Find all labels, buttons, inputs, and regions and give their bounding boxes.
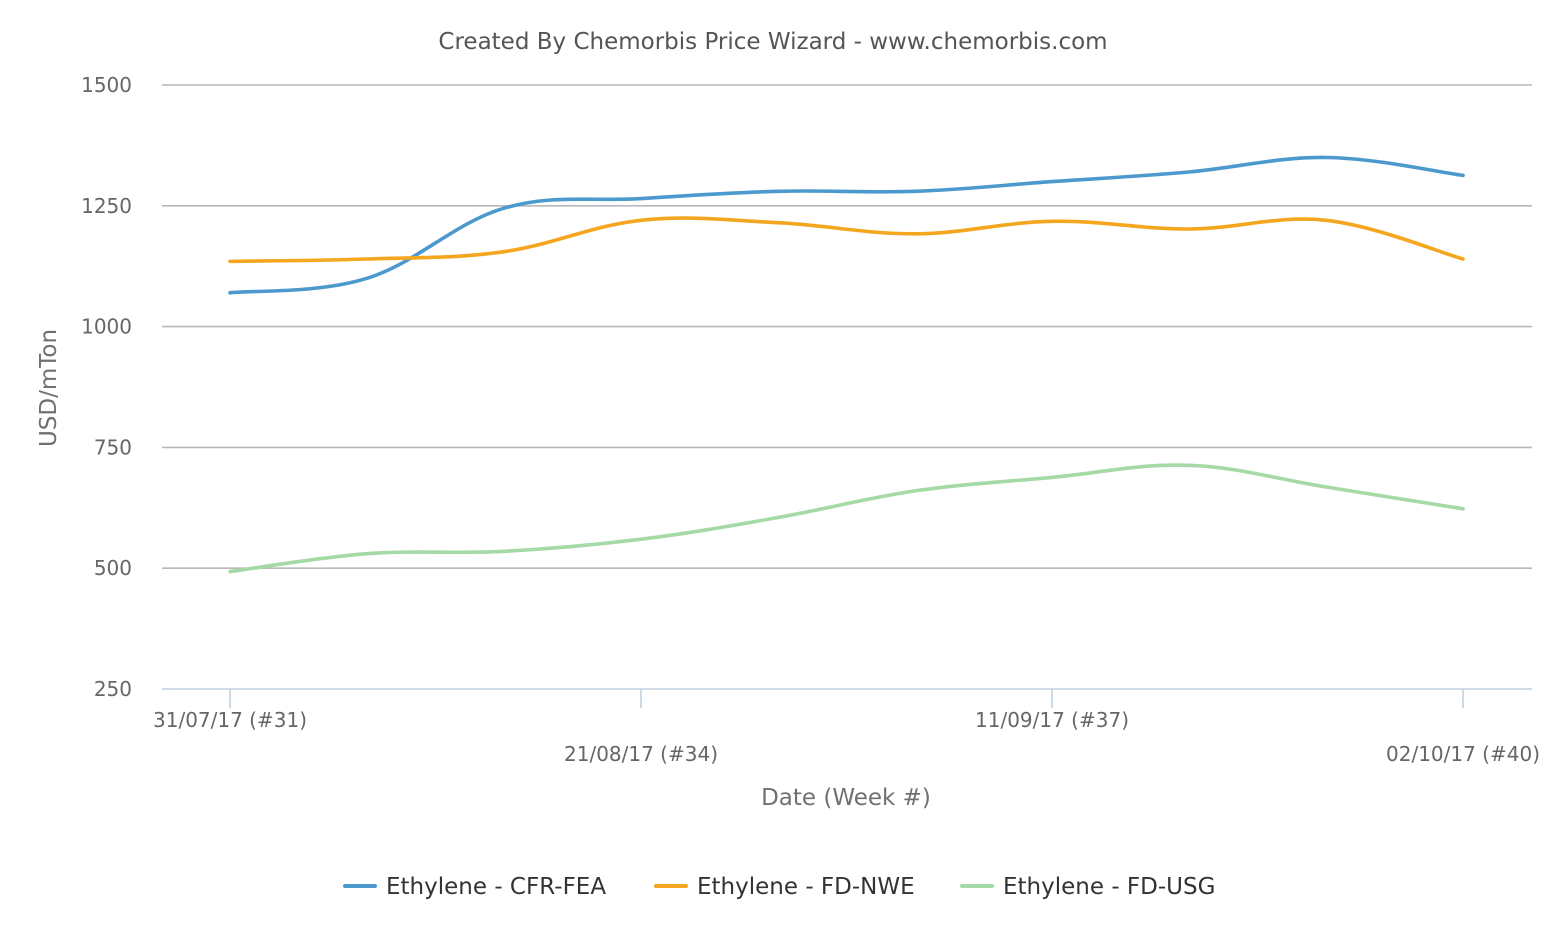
legend-item-ethylene-fd-usg[interactable]: Ethylene - FD-USG	[960, 874, 1215, 900]
y-tick-label-750: 750	[94, 435, 132, 459]
x-tick-label-2: 11/09/17 (#37)	[975, 708, 1129, 732]
series-layer	[228, 155, 1465, 574]
series-line-ethylene-fd-nwe	[228, 216, 1465, 264]
x-axis-title: Date (Week #)	[761, 785, 931, 811]
y-axis-title: USD/mTon	[36, 329, 62, 447]
y-tick-label-1250: 1250	[81, 194, 132, 218]
x-tick-label-3: 02/10/17 (#40)	[1386, 742, 1540, 766]
legend-label: Ethylene - CFR-FEA	[386, 874, 606, 900]
y-tick-label-500: 500	[94, 556, 132, 580]
x-tick-label-0: 31/07/17 (#31)	[153, 708, 307, 732]
y-tick-label-250: 250	[94, 677, 132, 701]
legend-item-ethylene-fd-nwe[interactable]: Ethylene - FD-NWE	[654, 874, 915, 900]
legend-item-ethylene-cfr-fea[interactable]: Ethylene - CFR-FEA	[343, 874, 606, 900]
axis-layer: 250 500 750 1000 1250 1500 31/07/17 (#31) 21/08…	[81, 73, 1540, 766]
series-line-ethylene-cfr-fea	[228, 155, 1465, 295]
legend-label: Ethylene - FD-NWE	[697, 874, 915, 900]
y-tick-label-1000: 1000	[81, 315, 132, 339]
legend-label: Ethylene - FD-USG	[1003, 874, 1215, 900]
series-line-ethylene-fd-usg	[228, 463, 1465, 574]
y-tick-label-1500: 1500	[81, 73, 132, 97]
x-tick-label-1: 21/08/17 (#34)	[564, 742, 718, 766]
grid-layer	[162, 84, 1532, 570]
legend: Ethylene - CFR-FEA Ethylene - FD-NWE Ethyl…	[343, 874, 1215, 900]
chart-title: Created By Chemorbis Price Wizard - www.…	[438, 29, 1107, 55]
